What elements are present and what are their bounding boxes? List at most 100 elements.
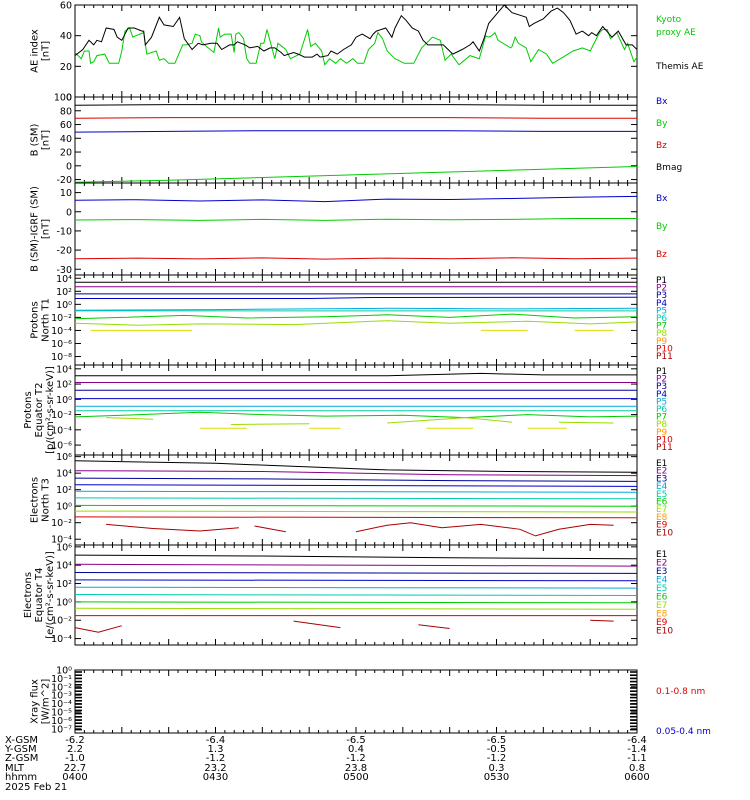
time-row-value: -6.4 xyxy=(627,735,647,746)
legend-entry: E8 xyxy=(656,513,668,523)
time-row-value: -1.2 xyxy=(346,753,366,764)
legend-entry: P9 xyxy=(656,337,667,347)
time-row-value: 22.7 xyxy=(64,763,86,774)
y-axis-label: Equator T4 xyxy=(34,568,45,623)
y-tick-label: 10² xyxy=(56,380,72,391)
time-row-label: hhmm xyxy=(5,772,37,783)
legend-entry: Bz xyxy=(656,141,667,151)
series-e4 xyxy=(74,484,638,487)
panel-pe: 10⁻⁶ 10⁻⁴ 10⁻² 10⁰ 10² 10⁴ Protons Equator T2 [p… xyxy=(23,364,673,456)
legend-entry: E4 xyxy=(656,576,668,586)
series-bx xyxy=(74,130,637,133)
legend-entry: Bx xyxy=(656,194,668,204)
time-row-value: -1.2 xyxy=(487,753,507,764)
y-tick-label: 20 xyxy=(60,62,72,73)
legend-entry: E7 xyxy=(656,601,667,611)
legend-entry: P3 xyxy=(656,382,667,392)
y-tick-label: 40 xyxy=(60,31,72,42)
y-tick-label: 60 xyxy=(60,120,72,131)
time-row-label: X-GSM xyxy=(5,735,38,746)
legend-entry: P11 xyxy=(656,443,673,453)
series-e5 xyxy=(74,490,638,493)
series-p7 xyxy=(74,313,638,320)
series-e5 xyxy=(74,586,638,589)
y-tick-label: 10⁻⁴ xyxy=(51,535,72,546)
time-row-value: 23.8 xyxy=(345,763,367,774)
series-bz xyxy=(74,117,637,119)
legend-entry: E10 xyxy=(656,528,673,538)
legend-entry: E8 xyxy=(656,610,668,620)
y-tick-label: 10⁰ xyxy=(56,502,72,513)
y-tick-label: 10⁴ xyxy=(56,364,72,375)
y-tick-label: 10⁻⁶ xyxy=(51,441,72,452)
series-bx xyxy=(74,195,638,203)
y-tick-label: 0 xyxy=(66,161,72,172)
legend-entry: proxy AE xyxy=(656,28,696,38)
panel-frame xyxy=(74,364,638,456)
series-by xyxy=(74,218,637,221)
y-tick-label: 10⁻² xyxy=(51,518,72,529)
legend-entry: P4 xyxy=(656,299,667,309)
series-kyoto-proxy-ae xyxy=(74,27,638,66)
y-tick-label: 10⁻⁴ xyxy=(51,634,72,645)
legend-entry: E3 xyxy=(656,474,667,484)
y-axis-label: North T3 xyxy=(41,478,52,522)
y-tick-label: 10⁻⁷ xyxy=(51,724,72,735)
y-tick-label: 10² xyxy=(56,287,72,298)
legend-entry: P7 xyxy=(656,413,667,423)
panel-frame xyxy=(74,274,638,366)
legend-entry: E5 xyxy=(656,490,667,500)
time-row-value: 2.2 xyxy=(67,744,83,755)
series-e7 xyxy=(74,504,638,507)
legend-entry: E6 xyxy=(656,593,668,603)
y-tick-label: 10 xyxy=(60,188,72,199)
legend-entry: E7 xyxy=(656,505,667,515)
panel-ee: 10⁻⁴ 10⁻² 10⁰ 10² 10⁴ 10⁶ Electrons Equator T4[… xyxy=(23,542,673,646)
y-tick-label: 10⁻⁶ xyxy=(51,339,72,350)
legend-entry: E9 xyxy=(656,618,668,628)
time-row-value: 0.3 xyxy=(489,763,505,774)
time-row-value: -0.5 xyxy=(487,744,507,755)
panel-ae: 0 20 40 60 AE index [nT] Kyoto proxy AE Themis A… xyxy=(30,1,704,104)
y-tick-label: 60 xyxy=(60,1,72,12)
legend-entry: P10 xyxy=(656,435,673,445)
legend-entry: E2 xyxy=(656,467,667,477)
time-row-value: 0430 xyxy=(203,772,228,783)
y-axis-label: [e/(cm²-s-sr-keV)] xyxy=(45,551,56,639)
legend-entry: P10 xyxy=(656,344,673,354)
panel-frame xyxy=(74,4,638,98)
series-e3 xyxy=(74,477,638,482)
legend-entry: E1 xyxy=(656,459,667,469)
legend-entry: P2 xyxy=(656,284,667,294)
y-axis-label: Electrons xyxy=(30,477,41,523)
y-tick-label: 10⁻² xyxy=(51,682,72,693)
y-tick-label: 10² xyxy=(56,485,72,496)
time-row-label: Z-GSM xyxy=(5,753,38,764)
y-tick-label: 80 xyxy=(60,106,72,117)
time-row-label: Y-GSM xyxy=(4,744,37,755)
y-axis-label: North T1 xyxy=(41,298,52,342)
series-e10 xyxy=(74,619,614,633)
legend-entry: P8 xyxy=(656,420,667,430)
y-tick-label: -10 xyxy=(56,226,72,237)
y-tick-label: 10⁶ xyxy=(56,542,72,553)
series-e9 xyxy=(74,516,638,519)
y-axis-label: Electrons xyxy=(23,572,34,618)
panel-bsm: -20 0 20 40 60 80 100 B (SM) [nT] Bx By Bz Bmag xyxy=(30,93,683,187)
legend-entry: P6 xyxy=(656,405,667,415)
panel-frame xyxy=(74,182,638,276)
legend-entry: P5 xyxy=(656,397,667,407)
series-e4 xyxy=(74,579,638,582)
legend-entry: Themis AE xyxy=(655,62,704,72)
legend-entry: E1 xyxy=(656,550,667,560)
time-row-value: 0600 xyxy=(624,772,649,783)
y-tick-label: 10⁰ xyxy=(56,395,72,406)
y-tick-label: 10⁻⁴ xyxy=(51,699,72,710)
legend-entry: Bmag xyxy=(656,163,682,173)
time-row-value: -1.4 xyxy=(627,744,647,755)
legend-entry: Kyoto xyxy=(656,15,682,25)
time-row-value: -6.5 xyxy=(487,735,507,746)
y-axis-label: [nT] xyxy=(41,41,52,61)
y-tick-label: 40 xyxy=(60,134,72,145)
